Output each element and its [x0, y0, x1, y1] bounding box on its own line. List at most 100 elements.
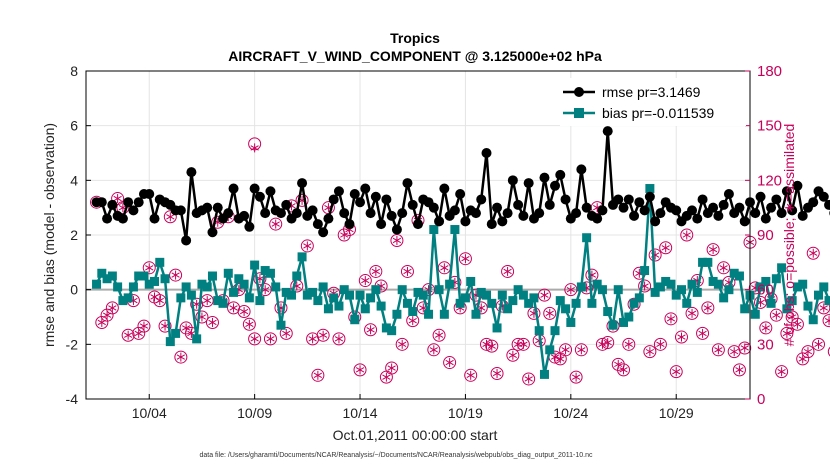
bias-point: [655, 282, 665, 292]
rmse-point: [750, 208, 761, 219]
bias-point: [698, 257, 708, 267]
bias-point: [392, 309, 402, 319]
rmse-point: [455, 189, 466, 199]
bias-point: [487, 298, 497, 308]
bias-point: [529, 293, 539, 303]
obs-possible-marker: [732, 363, 746, 377]
obs-assimilated-marker: [819, 303, 828, 313]
bias-point: [761, 276, 771, 286]
rmse-point: [787, 205, 798, 216]
rmse-point: [223, 208, 234, 219]
rmse-point: [181, 235, 192, 246]
rmse-point: [175, 205, 186, 216]
assimilated-stroke: [155, 297, 164, 304]
bias-point: [292, 271, 302, 281]
obs-possible-marker: [464, 368, 478, 382]
obs-possible-marker: [400, 264, 414, 278]
obs-assimilated-marker: [571, 372, 581, 382]
obs-possible-marker: [801, 345, 815, 359]
obs-assimilated-marker: [134, 328, 143, 338]
bias-point: [629, 298, 639, 308]
obs-possible-marker: [569, 370, 583, 384]
obs-possible-marker: [253, 272, 267, 286]
obs-assimilated-marker: [245, 319, 254, 329]
y2-tick-label: 120: [757, 172, 782, 189]
rmse-point: [249, 183, 260, 194]
bias-point: [466, 276, 476, 286]
bias-point: [513, 285, 523, 295]
obs-possible-marker: [585, 268, 599, 282]
assimilated-stroke: [419, 305, 428, 311]
obs-possible-marker: [622, 337, 636, 351]
assimilated-stroke: [661, 245, 670, 251]
obs-assimilated-marker: [382, 372, 391, 382]
obs-assimilated-marker: [229, 303, 238, 313]
obs-possible-marker: [458, 252, 472, 266]
assimilated-stroke: [382, 374, 391, 380]
obs-possible-marker: [432, 328, 446, 342]
obs-possible-marker: [827, 346, 830, 357]
obs-possible-marker: [369, 264, 383, 278]
obs-possible-marker: [711, 343, 725, 357]
obs-assimilated-marker: [440, 263, 449, 273]
rmse-point: [434, 216, 445, 227]
bias-point: [134, 271, 144, 281]
bias-point: [160, 274, 170, 284]
obs-possible-marker: [242, 317, 256, 331]
assimilated-stroke: [229, 305, 238, 311]
obs-assimilated-marker: [761, 323, 770, 333]
obs-possible-marker: [564, 283, 578, 297]
obs-possible-marker: [617, 363, 631, 377]
rmse-point: [239, 210, 250, 221]
assimilated-stroke: [113, 195, 122, 202]
rmse-point: [244, 221, 255, 232]
bias-point: [814, 290, 824, 300]
assimilated-stroke: [266, 336, 275, 342]
x-axis: 10/04 10/09 10/14 10/19 10/24 10/29: [132, 394, 694, 421]
rmse-point: [492, 202, 503, 213]
obs-possible-marker: [822, 314, 830, 328]
y-tick-label: 6: [70, 118, 78, 134]
bias-point: [308, 287, 318, 297]
assimilated-stroke: [777, 368, 786, 375]
assimilated-stroke: [366, 327, 375, 333]
x-tick-label: 10/19: [448, 405, 483, 421]
assimilated-stroke: [550, 354, 560, 360]
rmse-point: [117, 213, 128, 224]
bias-point: [597, 285, 607, 295]
bias-point: [634, 293, 644, 303]
rmse-point: [376, 219, 387, 230]
bias-point: [792, 282, 802, 292]
obs-assimilated-marker: [145, 263, 154, 273]
obs-possible-marker: [195, 310, 209, 324]
bias-point: [387, 326, 397, 336]
obs-possible-marker: [100, 308, 114, 322]
bias-point: [798, 279, 808, 289]
obs-assimilated-marker: [598, 339, 607, 349]
y-tick-label: 0: [70, 282, 78, 298]
assimilated-stroke: [561, 347, 570, 353]
assimilated-stroke: [682, 232, 691, 238]
obs-possible-marker: [643, 345, 657, 359]
rmse-point: [655, 208, 666, 219]
assimilated-stroke: [371, 268, 380, 275]
obs-possible-marker: [574, 343, 588, 357]
bias-point: [255, 296, 265, 306]
assimilated-stroke: [466, 372, 475, 378]
obs-assimilated-marker: [355, 365, 365, 375]
assimilated-stroke: [282, 330, 291, 337]
bias-point: [608, 320, 618, 330]
rmse-point: [644, 191, 655, 202]
obs-assimilated-marker: [139, 321, 149, 331]
obs-assimilated-marker: [487, 341, 496, 351]
obs-possible-marker: [443, 356, 457, 370]
bias-point: [128, 282, 138, 292]
assimilated-stroke: [408, 317, 417, 324]
bias-point: [123, 293, 133, 303]
assimilated-stroke: [735, 367, 744, 373]
rmse-point: [281, 199, 292, 210]
bias-point: [276, 320, 286, 330]
obs-possible-marker: [659, 241, 673, 255]
bias-point: [524, 298, 534, 308]
rmse-point: [497, 216, 508, 227]
